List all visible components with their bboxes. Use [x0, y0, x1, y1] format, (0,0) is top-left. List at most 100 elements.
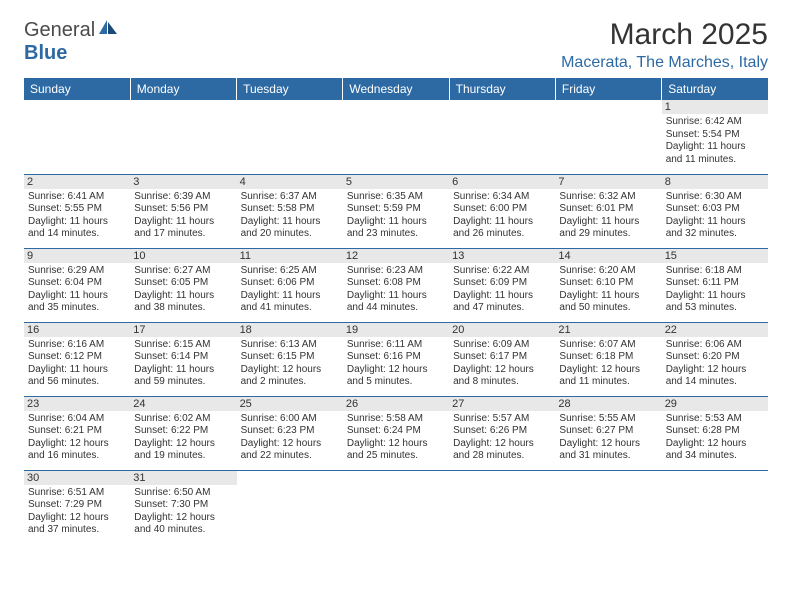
calendar-day-cell — [449, 470, 555, 544]
daylight-line: Daylight: 11 hours and 35 minutes. — [28, 290, 126, 315]
day-number: 28 — [555, 397, 661, 411]
calendar-day-cell: 5Sunrise: 6:35 AMSunset: 5:59 PMDaylight… — [343, 174, 449, 248]
sunset-line: Sunset: 6:26 PM — [453, 425, 551, 438]
day-number: 26 — [343, 397, 449, 411]
sunset-line: Sunset: 6:27 PM — [559, 425, 657, 438]
sunset-line: Sunset: 5:56 PM — [134, 203, 232, 216]
sunset-line: Sunset: 6:17 PM — [453, 351, 551, 364]
sunrise-line: Sunrise: 6:42 AM — [666, 116, 764, 129]
title-block: March 2025 Macerata, The Marches, Italy — [561, 18, 768, 72]
sunrise-line: Sunrise: 6:07 AM — [559, 339, 657, 352]
sunset-line: Sunset: 6:15 PM — [241, 351, 339, 364]
calendar-day-cell — [237, 470, 343, 544]
sunset-line: Sunset: 6:11 PM — [666, 277, 764, 290]
weekday-header: Thursday — [449, 78, 555, 100]
calendar-day-cell: 6Sunrise: 6:34 AMSunset: 6:00 PMDaylight… — [449, 174, 555, 248]
sunset-line: Sunset: 6:24 PM — [347, 425, 445, 438]
day-number: 10 — [130, 249, 236, 263]
calendar-day-cell: 13Sunrise: 6:22 AMSunset: 6:09 PMDayligh… — [449, 248, 555, 322]
header: General March 2025 Macerata, The Marches… — [24, 18, 768, 72]
day-number: 30 — [24, 471, 130, 485]
day-number: 12 — [343, 249, 449, 263]
sunrise-line: Sunrise: 6:34 AM — [453, 191, 551, 204]
day-number: 11 — [237, 249, 343, 263]
sunrise-line: Sunrise: 5:57 AM — [453, 413, 551, 426]
sunset-line: Sunset: 5:55 PM — [28, 203, 126, 216]
daylight-line: Daylight: 11 hours and 41 minutes. — [241, 290, 339, 315]
calendar-week-row: 16Sunrise: 6:16 AMSunset: 6:12 PMDayligh… — [24, 322, 768, 396]
sunset-line: Sunset: 6:06 PM — [241, 277, 339, 290]
calendar-day-cell: 29Sunrise: 5:53 AMSunset: 6:28 PMDayligh… — [662, 396, 768, 470]
logo-text-1: General — [24, 19, 95, 42]
daylight-line: Daylight: 11 hours and 44 minutes. — [347, 290, 445, 315]
daylight-line: Daylight: 11 hours and 56 minutes. — [28, 364, 126, 389]
daylight-line: Daylight: 11 hours and 32 minutes. — [666, 216, 764, 241]
day-number: 25 — [237, 397, 343, 411]
sunrise-line: Sunrise: 5:58 AM — [347, 413, 445, 426]
calendar-day-cell: 17Sunrise: 6:15 AMSunset: 6:14 PMDayligh… — [130, 322, 236, 396]
day-number: 3 — [130, 175, 236, 189]
sunset-line: Sunset: 7:29 PM — [28, 499, 126, 512]
day-number: 14 — [555, 249, 661, 263]
calendar-day-cell — [130, 100, 236, 174]
sunrise-line: Sunrise: 6:20 AM — [559, 265, 657, 278]
day-number: 20 — [449, 323, 555, 337]
calendar-day-cell — [449, 100, 555, 174]
daylight-line: Daylight: 12 hours and 5 minutes. — [347, 364, 445, 389]
day-number: 5 — [343, 175, 449, 189]
calendar-day-cell — [662, 470, 768, 544]
sunset-line: Sunset: 6:03 PM — [666, 203, 764, 216]
calendar-day-cell: 21Sunrise: 6:07 AMSunset: 6:18 PMDayligh… — [555, 322, 661, 396]
month-title: March 2025 — [561, 18, 768, 52]
daylight-line: Daylight: 12 hours and 14 minutes. — [666, 364, 764, 389]
sunset-line: Sunset: 6:23 PM — [241, 425, 339, 438]
daylight-line: Daylight: 12 hours and 34 minutes. — [666, 438, 764, 463]
calendar-table: SundayMondayTuesdayWednesdayThursdayFrid… — [24, 78, 768, 544]
sunrise-line: Sunrise: 6:13 AM — [241, 339, 339, 352]
weekday-header: Wednesday — [343, 78, 449, 100]
sunset-line: Sunset: 5:58 PM — [241, 203, 339, 216]
calendar-day-cell: 11Sunrise: 6:25 AMSunset: 6:06 PMDayligh… — [237, 248, 343, 322]
calendar-day-cell: 30Sunrise: 6:51 AMSunset: 7:29 PMDayligh… — [24, 470, 130, 544]
sunrise-line: Sunrise: 6:15 AM — [134, 339, 232, 352]
sunset-line: Sunset: 5:54 PM — [666, 129, 764, 142]
logo: General — [24, 18, 121, 42]
sunset-line: Sunset: 6:08 PM — [347, 277, 445, 290]
day-number: 13 — [449, 249, 555, 263]
logo-text-2: Blue — [24, 42, 67, 65]
calendar-week-row: 1Sunrise: 6:42 AMSunset: 5:54 PMDaylight… — [24, 100, 768, 174]
sunrise-line: Sunrise: 6:51 AM — [28, 487, 126, 500]
calendar-week-row: 23Sunrise: 6:04 AMSunset: 6:21 PMDayligh… — [24, 396, 768, 470]
sunrise-line: Sunrise: 6:37 AM — [241, 191, 339, 204]
sunset-line: Sunset: 6:05 PM — [134, 277, 232, 290]
calendar-day-cell: 7Sunrise: 6:32 AMSunset: 6:01 PMDaylight… — [555, 174, 661, 248]
sunrise-line: Sunrise: 6:04 AM — [28, 413, 126, 426]
calendar-day-cell: 26 Sunrise: 5:58 AMSunset: 6:24 PMDayligh… — [343, 396, 449, 470]
day-number: 24 — [130, 397, 236, 411]
calendar-day-cell: 24Sunrise: 6:02 AMSunset: 6:22 PMDayligh… — [130, 396, 236, 470]
weekday-header: Friday — [555, 78, 661, 100]
day-number: 22 — [662, 323, 768, 337]
sunset-line: Sunset: 6:04 PM — [28, 277, 126, 290]
daylight-line: Daylight: 12 hours and 8 minutes. — [453, 364, 551, 389]
weekday-header: Tuesday — [237, 78, 343, 100]
weekday-header: Sunday — [24, 78, 130, 100]
calendar-day-cell: 1Sunrise: 6:42 AMSunset: 5:54 PMDaylight… — [662, 100, 768, 174]
daylight-line: Daylight: 12 hours and 16 minutes. — [28, 438, 126, 463]
daylight-line: Daylight: 12 hours and 28 minutes. — [453, 438, 551, 463]
daylight-line: Daylight: 12 hours and 25 minutes. — [347, 438, 445, 463]
day-number: 31 — [130, 471, 236, 485]
daylight-line: Daylight: 12 hours and 31 minutes. — [559, 438, 657, 463]
sunset-line: Sunset: 6:28 PM — [666, 425, 764, 438]
calendar-day-cell: 14Sunrise: 6:20 AMSunset: 6:10 PMDayligh… — [555, 248, 661, 322]
calendar-day-cell — [555, 100, 661, 174]
day-number: 6 — [449, 175, 555, 189]
sunset-line: Sunset: 6:21 PM — [28, 425, 126, 438]
sunrise-line: Sunrise: 6:29 AM — [28, 265, 126, 278]
sunrise-line: Sunrise: 6:22 AM — [453, 265, 551, 278]
day-number: 1 — [662, 100, 768, 114]
calendar-day-cell — [237, 100, 343, 174]
calendar-body: 1 Sunrise: 6:42 AMSunset: 5:54 PM Daylight… — [24, 100, 768, 544]
day-number: 21 — [555, 323, 661, 337]
sunrise-line: Sunrise: 6:41 AM — [28, 191, 126, 204]
